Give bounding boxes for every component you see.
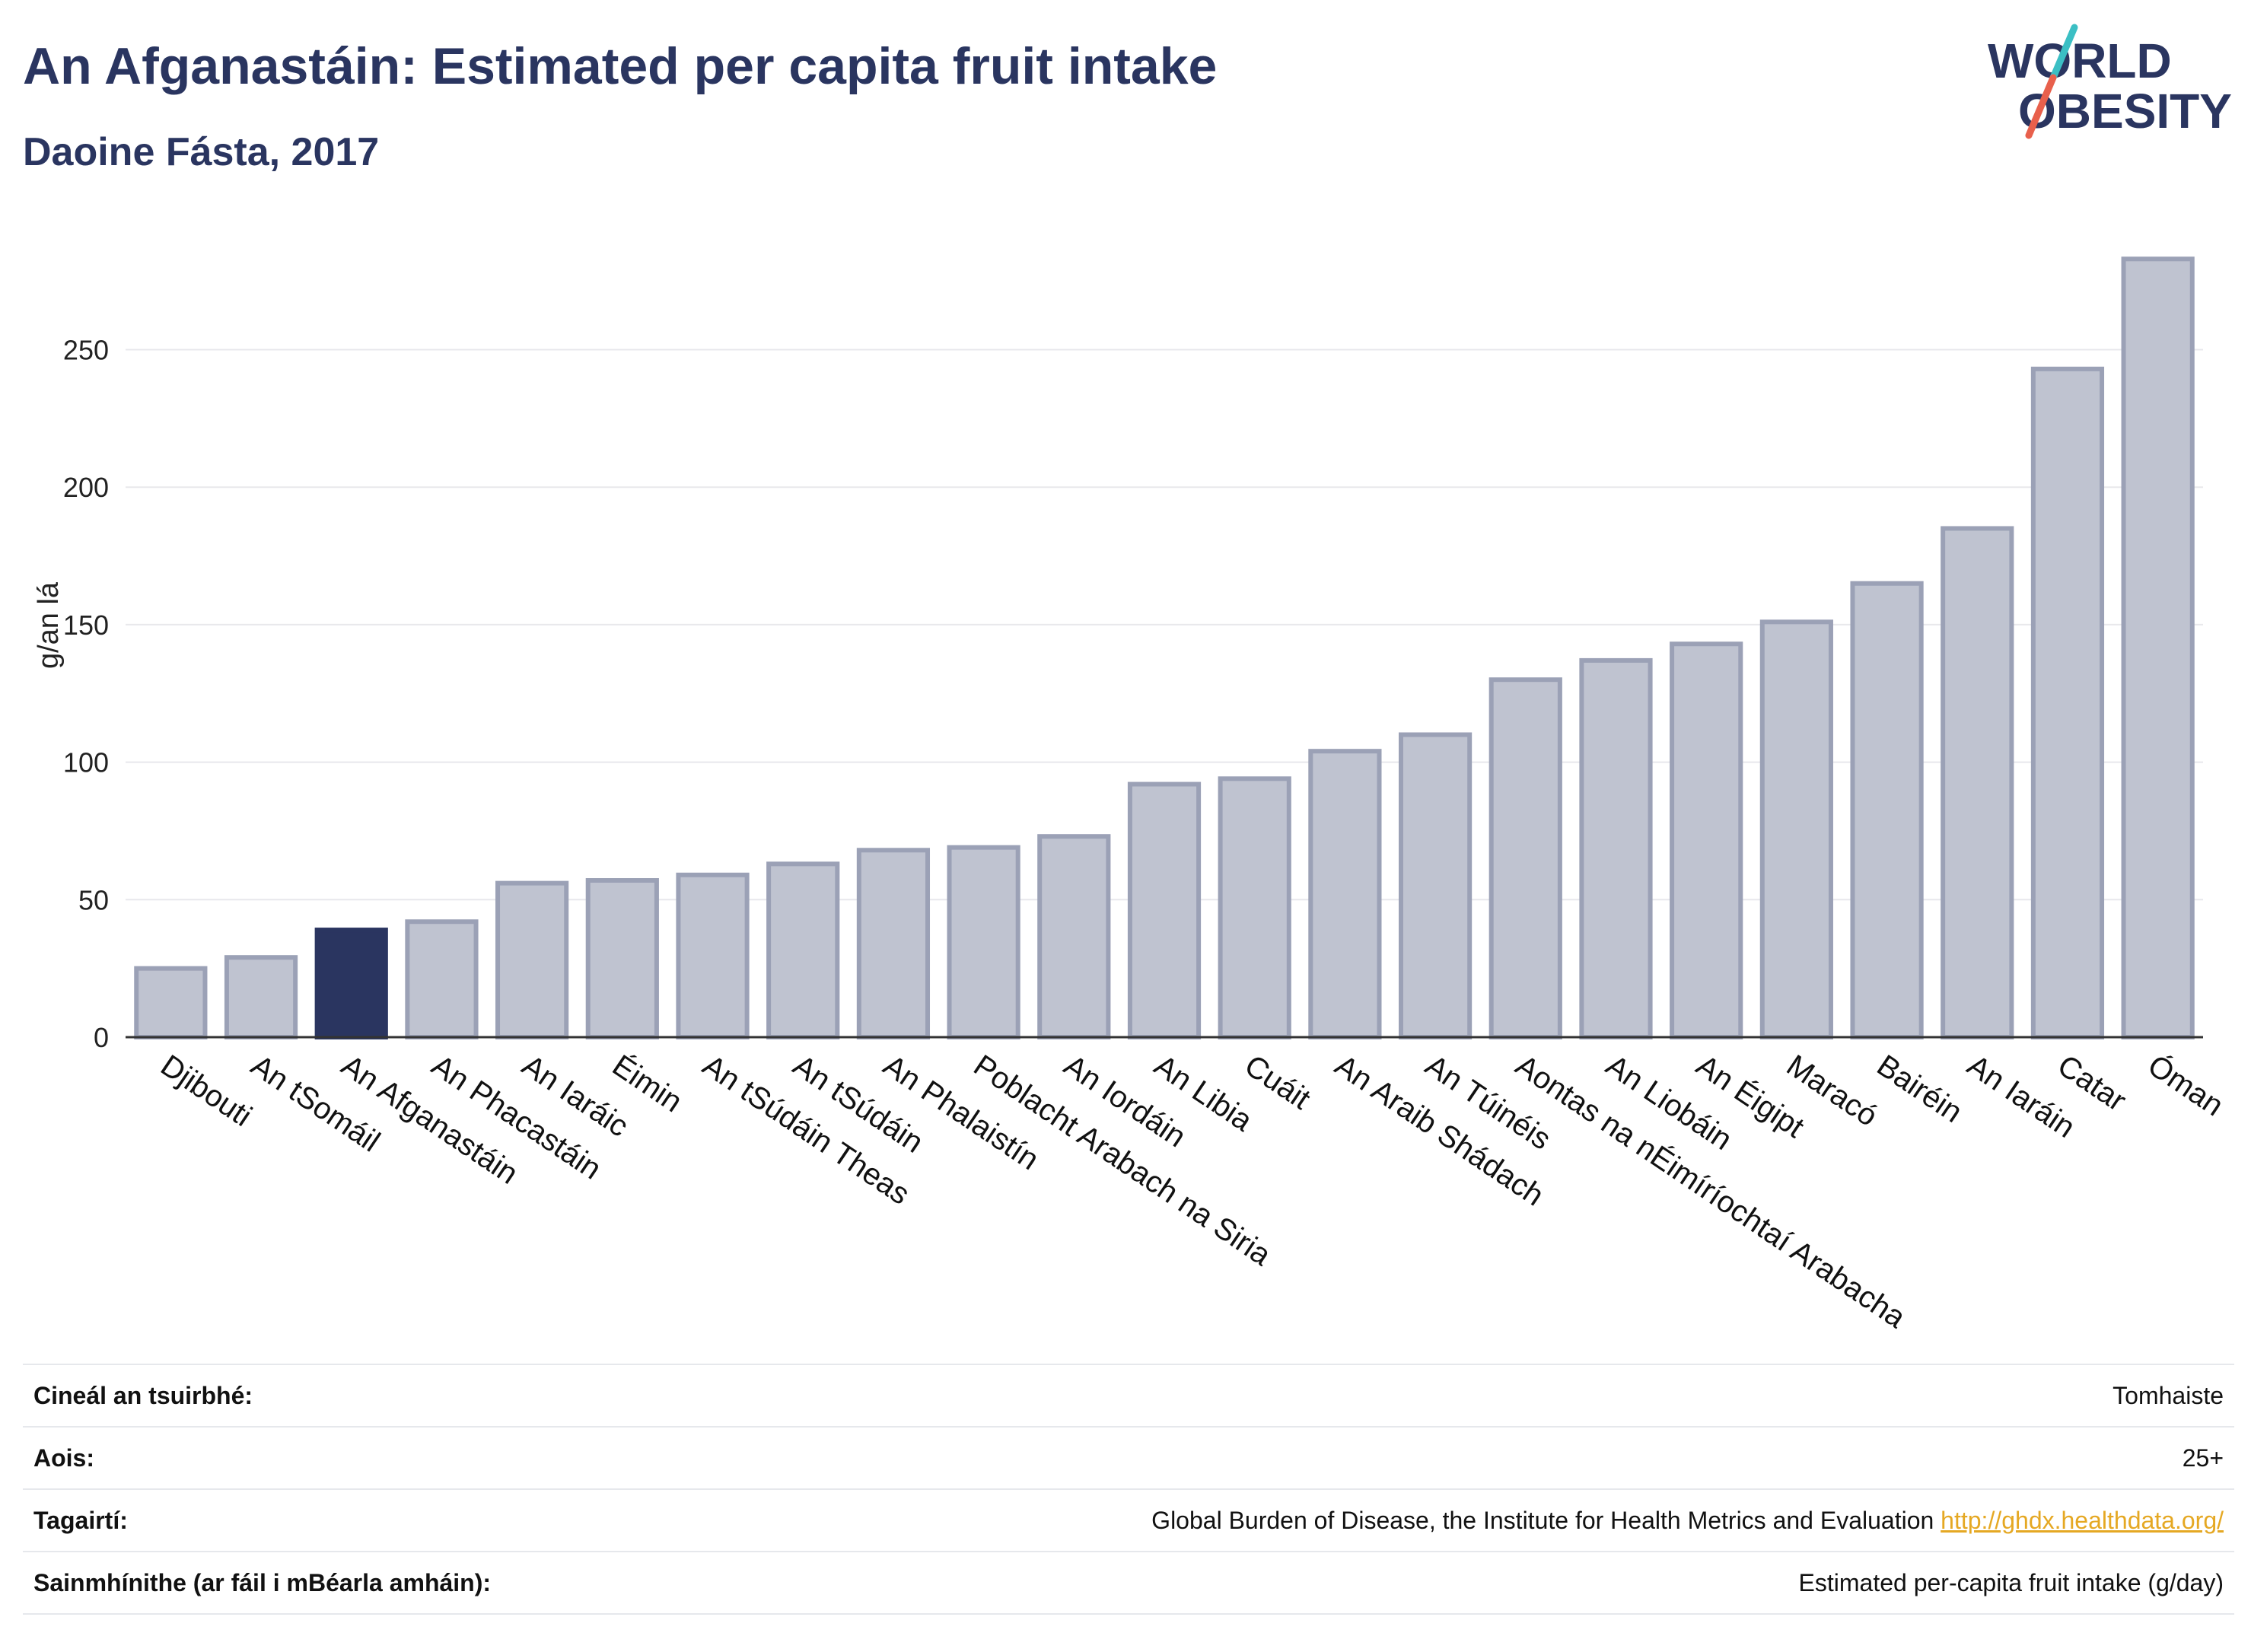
bar-21 bbox=[2030, 366, 2105, 1039]
bar-12 bbox=[1218, 776, 1291, 1040]
info-row-survey-type: Cineál an tsuirbhé: Tomhaiste bbox=[23, 1364, 2234, 1428]
bar-4 bbox=[495, 880, 569, 1039]
y-tick-labels: 0 50 100 150 200 250 bbox=[63, 335, 109, 1053]
info-key-references: Tagairtí: bbox=[23, 1488, 696, 1552]
bar-14 bbox=[1398, 732, 1473, 1040]
bar-3 bbox=[405, 919, 479, 1040]
bar-19 bbox=[1850, 581, 1924, 1039]
x-tick-label: Djibouti bbox=[154, 1049, 257, 1133]
info-value-survey-type: Tomhaiste bbox=[696, 1364, 2234, 1428]
info-row-references: Tagairtí: Global Burden of Disease, the … bbox=[23, 1488, 2234, 1552]
info-value-references: Global Burden of Disease, the Institute … bbox=[696, 1488, 2234, 1552]
y-tick-label: 50 bbox=[78, 884, 109, 915]
bar-22 bbox=[2121, 256, 2195, 1039]
bar-2 bbox=[314, 928, 388, 1039]
info-key-age: Aois: bbox=[23, 1426, 696, 1490]
bar-6 bbox=[676, 872, 750, 1040]
info-value-definition: Estimated per-capita fruit intake (g/day… bbox=[696, 1551, 2234, 1615]
bar-11 bbox=[1127, 781, 1202, 1039]
info-key-survey-type: Cineál an tsuirbhé: bbox=[23, 1364, 696, 1428]
x-tick-label: Óman bbox=[2142, 1048, 2230, 1122]
info-value-age: 25+ bbox=[696, 1426, 2234, 1490]
bar-20 bbox=[1941, 526, 2014, 1039]
bar-15 bbox=[1488, 677, 1562, 1039]
bar-9 bbox=[947, 845, 1020, 1040]
bar-1 bbox=[224, 955, 298, 1039]
logo-slash-teal bbox=[2049, 24, 2078, 81]
y-tick-label: 250 bbox=[63, 335, 109, 366]
logo-line-1: WORLD bbox=[1988, 33, 2172, 88]
page-title: An Afganastáin: Estimated per capita fru… bbox=[23, 37, 1218, 95]
info-table: Cineál an tsuirbhé: Tomhaiste Aois: 25+ … bbox=[23, 1364, 2234, 1615]
y-axis-title: g/an lá bbox=[33, 581, 65, 669]
reference-text: Global Burden of Disease, the Institute … bbox=[1151, 1506, 1934, 1534]
reference-link[interactable]: http://ghdx.healthdata.org/ bbox=[1941, 1506, 2224, 1534]
world-obesity-logo: WORLD OBESITY bbox=[1988, 24, 2232, 139]
info-key-definition: Sainmhínithe (ar fáil i mBéarla amháin): bbox=[23, 1551, 696, 1615]
bar-10 bbox=[1037, 834, 1111, 1039]
bar-13 bbox=[1308, 749, 1382, 1039]
y-tick-label: 0 bbox=[94, 1022, 109, 1053]
y-tick-label: 200 bbox=[63, 472, 109, 503]
logo-line-2: OBESITY bbox=[2018, 84, 2232, 138]
bar-7 bbox=[766, 861, 840, 1040]
logo-slash-red bbox=[2025, 74, 2057, 139]
bar-17 bbox=[1670, 641, 1743, 1039]
page-subtitle: Daoine Fásta, 2017 bbox=[23, 130, 380, 174]
y-tick-label: 150 bbox=[63, 610, 109, 641]
info-row-definition: Sainmhínithe (ar fáil i mBéarla amháin):… bbox=[23, 1551, 2234, 1615]
bar-0 bbox=[134, 966, 208, 1039]
bar-16 bbox=[1579, 657, 1653, 1039]
bars bbox=[134, 256, 2195, 1040]
bar-18 bbox=[1759, 619, 1833, 1039]
x-tick-label: An Phalaistín bbox=[877, 1049, 1045, 1176]
bar-8 bbox=[856, 848, 931, 1040]
y-tick-label: 100 bbox=[63, 747, 109, 778]
info-row-age: Aois: 25+ bbox=[23, 1426, 2234, 1490]
bar-5 bbox=[585, 878, 659, 1039]
x-tick-label: Bairéin bbox=[1871, 1049, 1969, 1129]
